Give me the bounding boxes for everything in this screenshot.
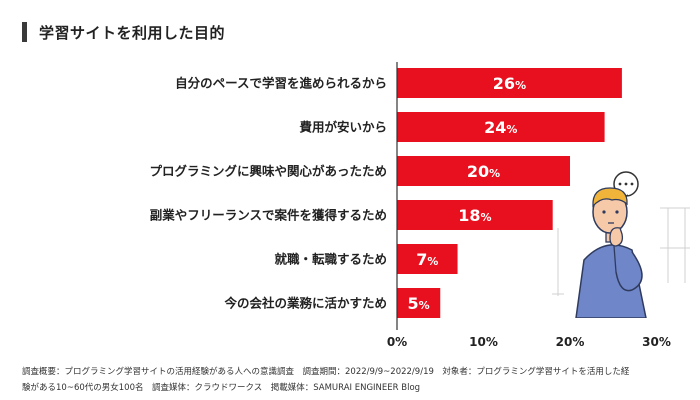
bar-5 <box>397 244 458 274</box>
footnote-line-1: 調査概要：プログラミング学習サイトの活用経験がある人への意識調査 調査期間：20… <box>22 367 630 377</box>
data-label-5: 7% <box>416 250 438 269</box>
footnote-line-2: 験がある10~60代の男女100名 調査媒体：クラウドワークス 掲載媒体：SAM… <box>22 383 421 393</box>
x-tick-label-30: 30% <box>642 335 671 349</box>
chart-title: 学習サイトを利用した目的 <box>39 23 226 42</box>
bar-6 <box>397 288 441 318</box>
data-label-4: 18% <box>458 206 491 225</box>
x-tick-label-0: 0% <box>387 335 407 349</box>
thinking-man-illustration <box>552 171 690 318</box>
category-label-1: 自分のペースで学習を進められるから <box>175 76 387 91</box>
category-label-6: 今の会社の業務に活かすため <box>223 296 387 311</box>
category-label-5: 就職・転職するため <box>274 252 387 267</box>
data-label-6: 5% <box>408 294 430 313</box>
x-tick-label-20: 20% <box>556 335 585 349</box>
bar-4 <box>397 200 553 230</box>
data-label-2: 24% <box>484 118 517 137</box>
data-label-3: 20% <box>467 162 500 181</box>
title-accent-bar <box>22 22 27 42</box>
bar-3 <box>397 156 570 186</box>
chart-title-block: 学習サイトを利用した目的 <box>22 20 225 44</box>
category-label-4: 副業やフリーランスで案件を獲得するため <box>150 208 387 223</box>
x-tick-label-10: 10% <box>469 335 498 349</box>
category-label-2: 費用が安いから <box>299 120 387 135</box>
data-label-1: 26% <box>493 74 526 93</box>
survey-footnote: 調査概要：プログラミング学習サイトの活用経験がある人への意識調査 調査期間：20… <box>22 364 682 396</box>
bar-1 <box>397 68 622 98</box>
category-label-3: プログラミングに興味や関心があったため <box>149 164 387 179</box>
bar-2 <box>397 112 605 142</box>
